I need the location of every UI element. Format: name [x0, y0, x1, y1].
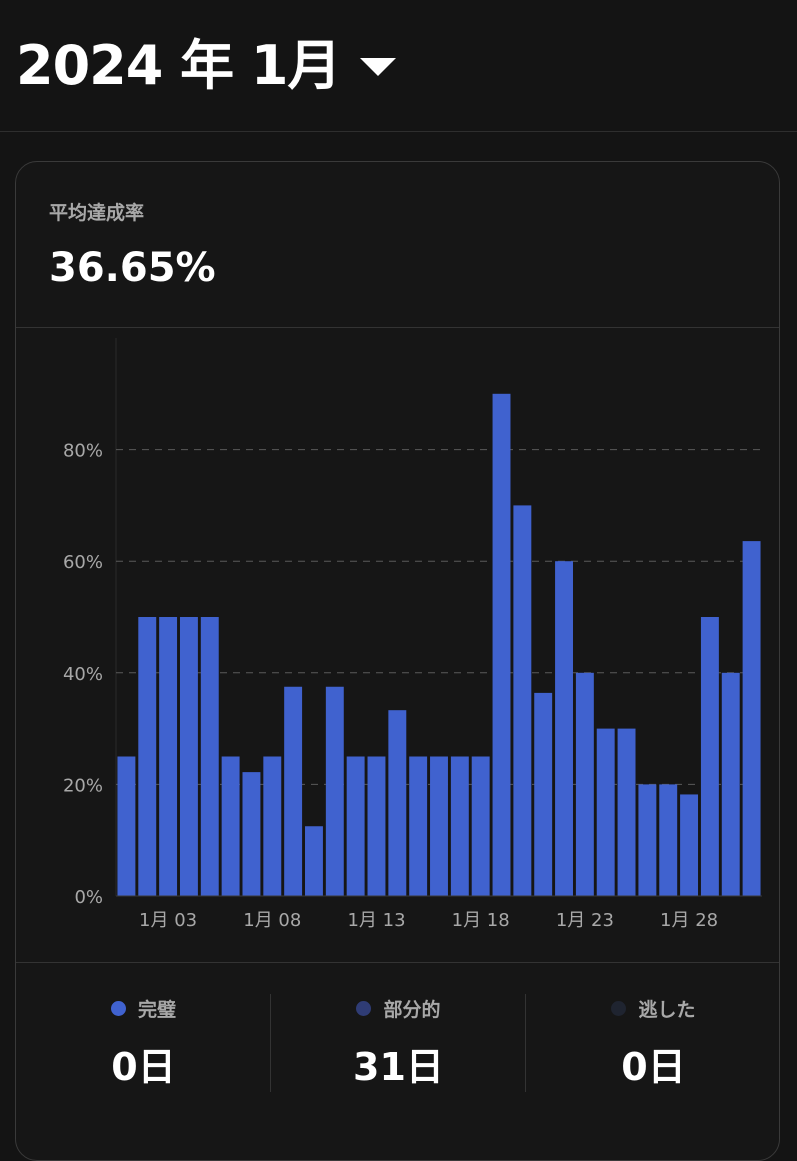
bar	[700, 617, 719, 896]
legend-label: 逃した	[638, 999, 696, 1021]
x-tick-label: 1月 28	[660, 910, 718, 931]
y-tick-label: 40%	[63, 664, 103, 685]
y-tick-label: 0%	[74, 887, 103, 908]
legend-label: 完璧	[137, 999, 176, 1021]
legend-item-missed: 逃した 0日	[526, 962, 781, 1117]
bar	[680, 794, 699, 896]
stats-card: 平均達成率 36.65% 0% 20% 40% 60% 80% 1月 03 1月 08 1月 …	[15, 161, 780, 1161]
bar	[471, 756, 490, 896]
bar	[159, 617, 178, 896]
bar	[450, 756, 469, 896]
complete-dot-icon	[110, 1001, 126, 1016]
legend-item-partial: 部分的 31日	[271, 962, 526, 1117]
x-tick-label: 1月 13	[347, 910, 405, 931]
legend: 完璧 0日 部分的 31日 逃した 0日	[16, 962, 781, 1117]
x-tick-label: 1月 18	[452, 910, 510, 931]
bar	[325, 686, 344, 896]
bar	[492, 393, 511, 896]
bar	[367, 756, 386, 896]
average-rate-value: 36.65%	[49, 245, 216, 291]
y-tick-label: 60%	[63, 552, 103, 573]
header: 2024 年 1月	[0, 0, 797, 132]
month-selector[interactable]: 2024 年 1月	[16, 33, 397, 97]
bar	[263, 756, 282, 896]
legend-item-complete: 完璧 0日	[16, 962, 271, 1117]
legend-value: 0日	[621, 1045, 686, 1089]
x-tick-label: 1月 23	[556, 910, 614, 931]
bar	[659, 784, 678, 896]
bar	[346, 756, 365, 896]
bar	[305, 826, 323, 896]
bar	[617, 728, 636, 896]
bar	[200, 617, 219, 896]
bar	[388, 710, 407, 896]
y-tick-label: 80%	[63, 441, 103, 462]
legend-value: 31日	[353, 1045, 444, 1089]
caret-down-icon	[360, 57, 397, 76]
bar	[721, 672, 740, 896]
legend-separator	[270, 994, 271, 1092]
card-divider-bottom	[16, 962, 779, 963]
bar	[596, 728, 615, 896]
legend-separator	[525, 994, 526, 1092]
bar	[430, 756, 448, 896]
bar	[221, 756, 240, 896]
month-title: 2024 年 1月	[16, 33, 341, 97]
bar-chart: 0% 20% 40% 60% 80% 1月 03 1月 08 1月 13 1月 18 1月 23 1…	[16, 328, 781, 962]
bar	[638, 784, 657, 896]
partial-dot-icon	[356, 1001, 372, 1016]
bar	[534, 692, 553, 896]
bar	[242, 772, 261, 896]
x-tick-label: 1月 03	[139, 910, 197, 931]
legend-label: 部分的	[383, 999, 441, 1021]
x-tick-label: 1月 08	[243, 910, 301, 931]
y-tick-label: 20%	[63, 775, 103, 796]
bar	[284, 686, 303, 896]
bar	[555, 561, 573, 896]
bar	[117, 756, 136, 896]
bar	[575, 672, 594, 896]
bar	[179, 617, 198, 896]
card-divider-top	[16, 327, 779, 328]
missed-dot-icon	[611, 1001, 627, 1016]
average-rate-label: 平均達成率	[49, 202, 145, 224]
legend-value: 0日	[111, 1045, 176, 1089]
bar	[513, 505, 532, 896]
bar	[742, 541, 761, 896]
bar	[138, 617, 157, 896]
bar-chart-svg: 0% 20% 40% 60% 80% 1月 03 1月 08 1月 13 1月 18 1月 23 1…	[63, 338, 762, 931]
bar	[409, 756, 428, 896]
